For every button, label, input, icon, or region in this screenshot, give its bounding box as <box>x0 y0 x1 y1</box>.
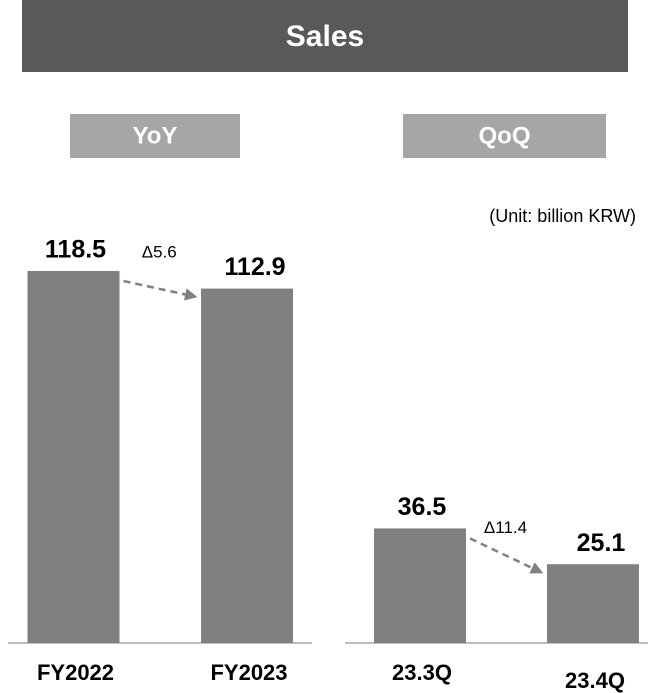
section-box <box>403 114 606 158</box>
bar <box>201 288 293 643</box>
category-label: FY2023 <box>210 660 287 685</box>
value-label: 36.5 <box>398 493 447 521</box>
category-label: 23.3Q <box>392 660 452 685</box>
value-label: 112.9 <box>224 253 285 281</box>
change-arrow <box>469 537 544 574</box>
change-arrow <box>123 279 198 301</box>
bar <box>374 528 466 643</box>
section-title: YoY <box>133 122 178 149</box>
category-label: 23.4Q <box>565 668 625 693</box>
change-label: Δ5.6 <box>142 242 177 261</box>
change-label: Δ11.4 <box>484 518 527 537</box>
section-box <box>70 114 240 158</box>
bar <box>27 271 120 643</box>
page-title: Sales <box>286 20 364 53</box>
value-label: 25.1 <box>577 529 626 557</box>
section-title: QoQ <box>479 122 531 149</box>
value-label: 118.5 <box>45 236 106 264</box>
title-bar <box>22 0 628 72</box>
bar <box>547 564 639 643</box>
category-label: FY2022 <box>37 660 114 685</box>
unit-note: (Unit: billion KRW) <box>489 206 636 226</box>
